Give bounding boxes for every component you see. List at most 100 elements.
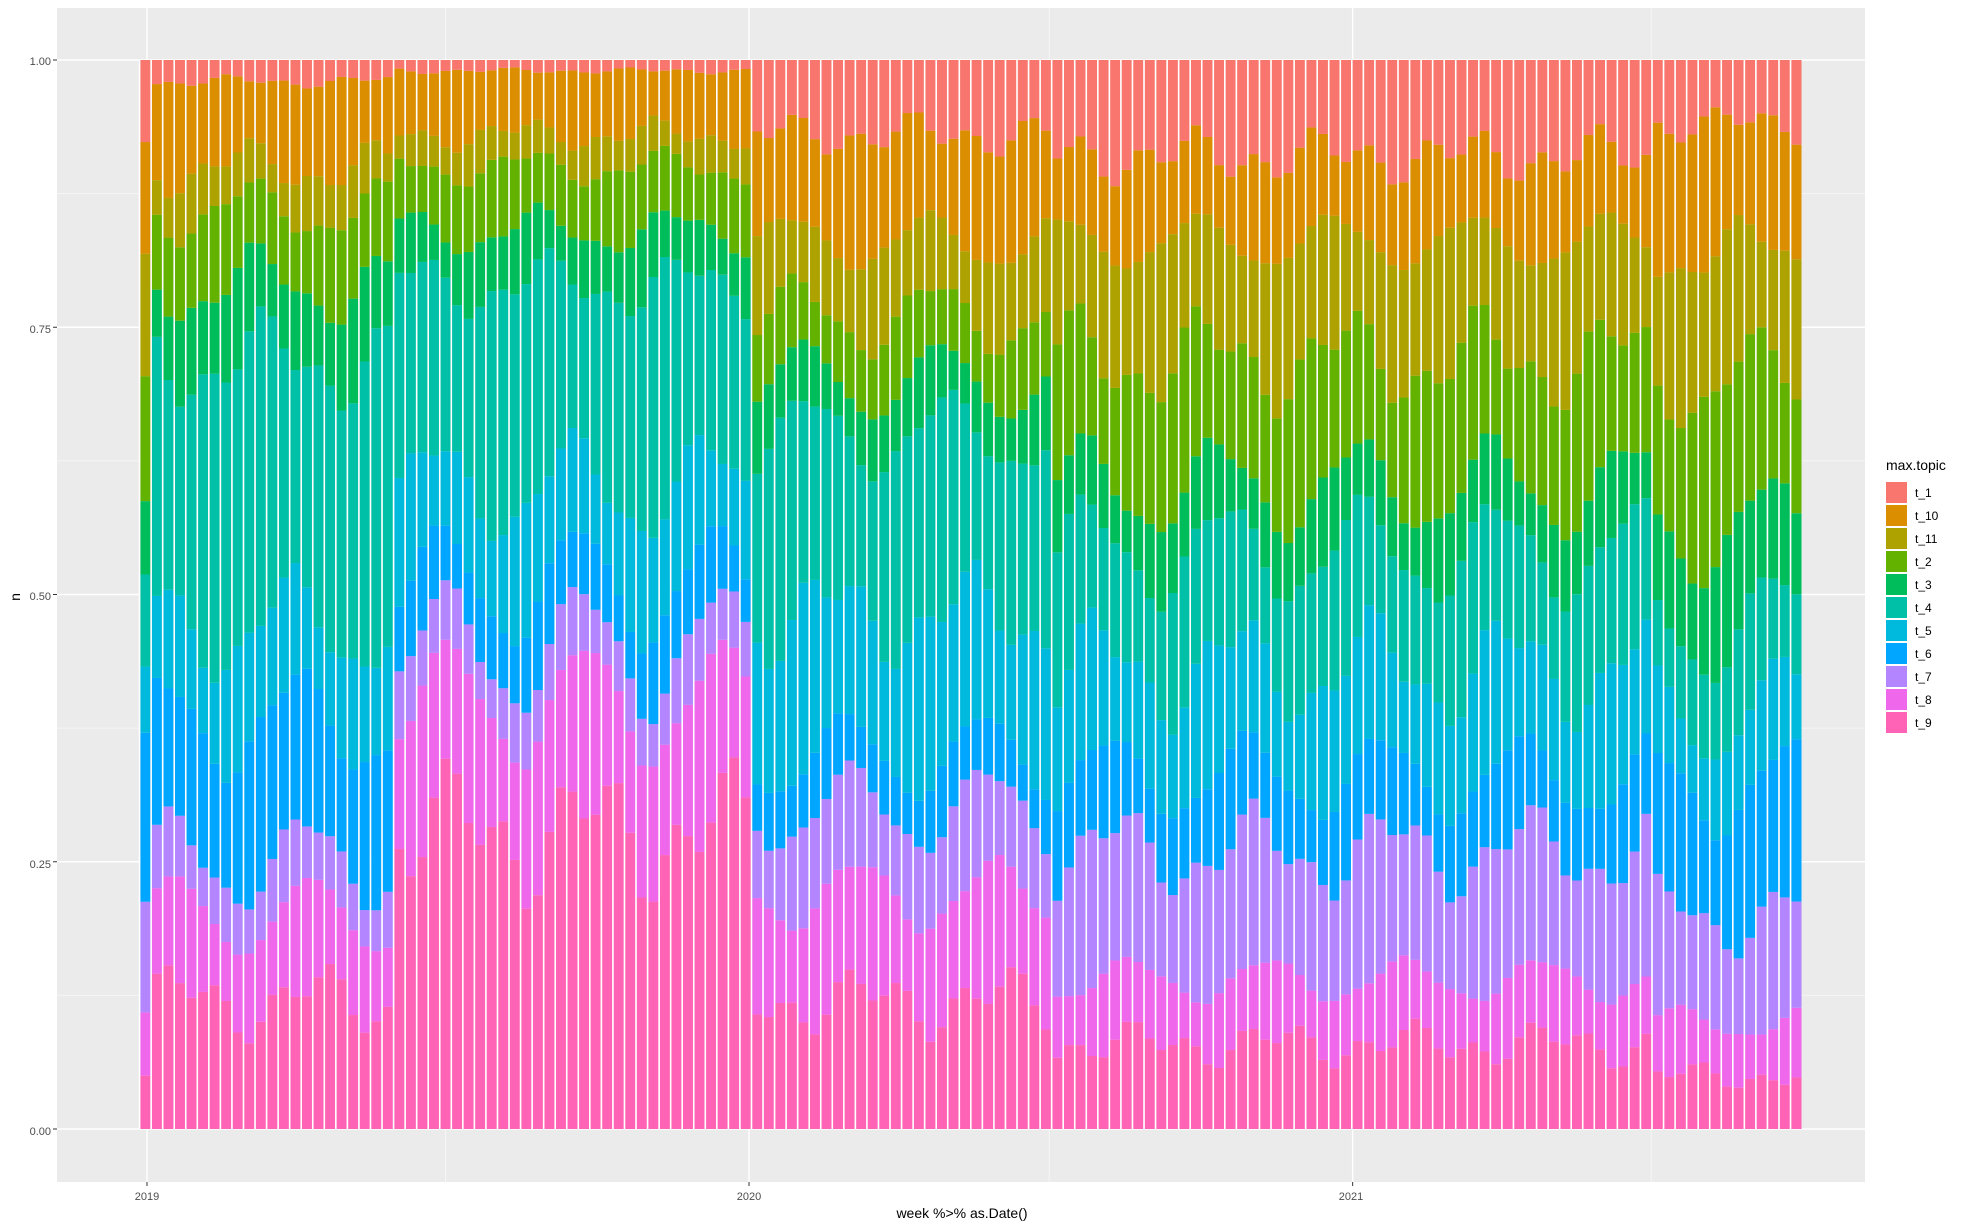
bar-segment-t_7: [925, 852, 936, 929]
bar-segment-t_5: [717, 463, 728, 527]
bar-segment-t_1: [705, 60, 717, 75]
bar-segment-t_9: [1213, 1067, 1225, 1129]
bar-segment-t_8: [775, 920, 786, 1003]
bar: [867, 60, 878, 1129]
bar-segment-t_3: [1617, 451, 1629, 524]
bar-segment-t_1: [982, 60, 994, 153]
bar-segment-t_2: [197, 214, 209, 302]
bar-segment-t_1: [336, 60, 347, 77]
bar-segment-t_8: [394, 739, 405, 849]
bar: [1190, 60, 1202, 1129]
bar-segment-t_9: [1179, 1038, 1190, 1129]
bar-segment-t_2: [1271, 418, 1282, 532]
bar-segment-t_7: [486, 679, 497, 719]
bar-segment-t_1: [174, 60, 186, 84]
bar-segment-t_7: [532, 690, 544, 742]
bar-segment-t_11: [486, 126, 497, 160]
bar: [1629, 60, 1640, 1129]
bar-segment-t_11: [1652, 276, 1663, 386]
bar-segment-t_3: [521, 212, 532, 285]
bar-segment-t_8: [844, 866, 855, 970]
bar: [174, 60, 186, 1129]
bar-segment-t_4: [1213, 518, 1225, 646]
bar-segment-t_4: [474, 306, 486, 519]
bar-segment-t_5: [1617, 664, 1629, 785]
bar-segment-t_5: [1236, 631, 1248, 731]
bar-segment-t_8: [1583, 989, 1594, 1034]
bar-segment-t_11: [555, 141, 567, 165]
bar-segment-t_11: [1040, 218, 1052, 313]
bar-segment-t_11: [1606, 212, 1617, 337]
bar-segment-t_6: [1121, 742, 1132, 816]
bar: [613, 60, 624, 1129]
bar-segment-t_2: [786, 273, 798, 348]
bar-segment-t_9: [671, 824, 682, 1129]
bar-segment-t_9: [994, 986, 1005, 1129]
bar-segment-t_8: [1433, 982, 1444, 1049]
bar-segment-t_6: [913, 800, 925, 847]
bar-segment-t_8: [451, 648, 463, 774]
bar-segment-t_9: [1514, 1037, 1525, 1129]
bar-segment-t_10: [1248, 154, 1259, 261]
bar-segment-t_4: [1340, 520, 1352, 676]
bar-segment-t_1: [1664, 60, 1675, 134]
bar: [879, 60, 890, 1129]
bar-segment-t_4: [313, 365, 324, 628]
bar: [1779, 60, 1790, 1129]
legend-label-t_6: t_6: [1915, 647, 1932, 661]
bar-segment-t_11: [1548, 258, 1560, 407]
bar-segment-t_9: [140, 1075, 151, 1129]
bar-segment-t_10: [1156, 162, 1167, 244]
bar: [1340, 60, 1352, 1129]
bar-segment-t_7: [1144, 842, 1155, 970]
bar-segment-t_11: [463, 144, 474, 187]
bar-segment-t_3: [1352, 443, 1363, 495]
y-ticks: [53, 59, 57, 1130]
bar: [728, 60, 740, 1129]
bar-segment-t_5: [1109, 657, 1121, 741]
bar-segment-t_11: [902, 230, 913, 296]
bar-segment-t_4: [1664, 628, 1675, 687]
bar-segment-t_5: [832, 599, 844, 714]
bar-segment-t_2: [313, 225, 324, 306]
bar: [1167, 60, 1179, 1129]
bar-segment-t_9: [1352, 1041, 1363, 1129]
bar-segment-t_9: [417, 857, 428, 1129]
bar-segment-t_10: [1675, 142, 1687, 269]
bar-segment-t_10: [1213, 165, 1225, 228]
bar-segment-t_10: [1121, 169, 1132, 269]
bar: [555, 60, 567, 1129]
bar-segment-t_11: [1052, 219, 1063, 345]
bar-segment-t_1: [463, 60, 474, 71]
bar-segment-t_2: [1329, 349, 1340, 468]
bar-segment-t_9: [890, 983, 901, 1129]
bar-segment-t_2: [301, 231, 313, 294]
bar-segment-t_7: [463, 624, 474, 674]
bar-segment-t_6: [1548, 780, 1560, 842]
bar-segment-t_3: [1387, 497, 1398, 557]
bar: [1710, 60, 1721, 1129]
bar-segment-t_10: [601, 71, 613, 137]
bar-segment-t_9: [1641, 1033, 1652, 1129]
bar-segment-t_5: [1363, 605, 1375, 739]
bar-segment-t_7: [1641, 813, 1652, 977]
bar-segment-t_3: [1698, 588, 1710, 675]
bar-segment-t_5: [555, 448, 567, 541]
bar-segment-t_5: [1433, 702, 1444, 815]
bar: [1363, 60, 1375, 1129]
bar-segment-t_10: [1664, 133, 1675, 273]
bar-segment-t_3: [186, 307, 197, 395]
bar-segment-t_8: [555, 669, 567, 788]
bar-segment-t_6: [451, 543, 463, 589]
bar-segment-t_9: [1052, 1057, 1063, 1129]
bar-segment-t_4: [1179, 556, 1190, 708]
bar-segment-t_9: [659, 855, 671, 1129]
bar-segment-t_6: [775, 791, 786, 849]
bar-segment-t_2: [682, 167, 694, 221]
bar-segment-t_1: [1190, 60, 1202, 126]
bar-segment-t_3: [1190, 456, 1202, 529]
bar-segment-t_8: [1652, 1015, 1663, 1072]
bar-segment-t_9: [186, 997, 197, 1129]
y-tick-label: 0.50: [30, 591, 51, 603]
bar-segment-t_2: [613, 170, 624, 253]
